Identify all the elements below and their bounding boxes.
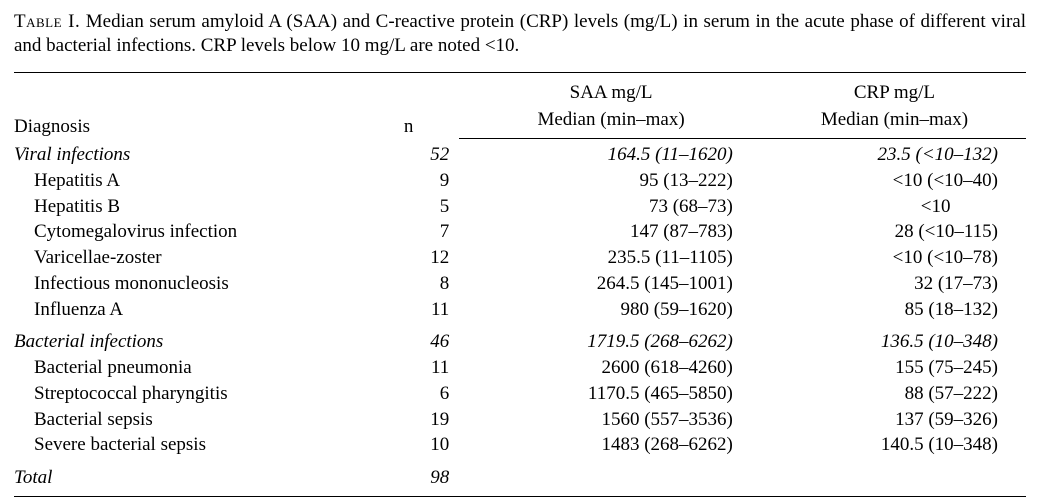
cell-crp: 23.5 (<10–132): [763, 139, 1026, 168]
cell-diagnosis: Cytomegalovirus infection: [14, 219, 358, 245]
table-body: Viral infections52164.5 (11–1620)23.5 (<…: [14, 139, 1026, 497]
cell-saa: 73 (68–73): [459, 194, 763, 220]
cell-diagnosis: Streptococcal pharyngitis: [14, 381, 358, 407]
cell-diagnosis: Bacterial sepsis: [14, 407, 358, 433]
table-row: Hepatitis B573 (68–73)<10: [14, 194, 1026, 220]
table-row: Infectious mononucleosis8264.5 (145–1001…: [14, 271, 1026, 297]
cell-saa: 235.5 (11–1105): [459, 245, 763, 271]
cell-n: 7: [358, 219, 459, 245]
table-row: Bacterial infections461719.5 (268–6262)1…: [14, 322, 1026, 355]
cell-saa: 147 (87–783): [459, 219, 763, 245]
cell-crp: <10 (<10–78): [763, 245, 1026, 271]
col-header-saa-unit: SAA mg/L: [459, 77, 763, 105]
cell-n: 46: [358, 322, 459, 355]
table-caption: Table I. Median serum amyloid A (SAA) an…: [14, 10, 1026, 58]
cell-n: 98: [358, 458, 459, 496]
cell-n: 12: [358, 245, 459, 271]
table-row: Bacterial pneumonia112600 (618–4260)155 …: [14, 355, 1026, 381]
cell-n: 9: [358, 168, 459, 194]
cell-crp: <10 (<10–40): [763, 168, 1026, 194]
cell-crp: 88 (57–222): [763, 381, 1026, 407]
cell-saa: 1170.5 (465–5850): [459, 381, 763, 407]
table-row: Bacterial sepsis191560 (557–3536)137 (59…: [14, 407, 1026, 433]
cell-diagnosis: Infectious mononucleosis: [14, 271, 358, 297]
cell-n: 6: [358, 381, 459, 407]
cell-diagnosis: Influenza A: [14, 297, 358, 323]
table-row: Streptococcal pharyngitis61170.5 (465–58…: [14, 381, 1026, 407]
table-row: Influenza A11980 (59–1620)85 (18–132): [14, 297, 1026, 323]
col-header-saa-stat: Median (min–max): [459, 104, 763, 138]
cell-diagnosis: Hepatitis B: [14, 194, 358, 220]
cell-n: 11: [358, 355, 459, 381]
cell-crp: 28 (<10–115): [763, 219, 1026, 245]
cell-diagnosis: Total: [14, 458, 358, 496]
cell-n: 11: [358, 297, 459, 323]
table-row: Total98: [14, 458, 1026, 496]
cell-saa: 1560 (557–3536): [459, 407, 763, 433]
col-header-n: n: [358, 77, 459, 139]
col-header-diagnosis: Diagnosis: [14, 77, 358, 139]
table-row: Varicellae-zoster12235.5 (11–1105)<10 (<…: [14, 245, 1026, 271]
cell-crp: 85 (18–132): [763, 297, 1026, 323]
cell-saa: 2600 (618–4260): [459, 355, 763, 381]
cell-crp: <10: [763, 194, 1026, 220]
col-header-crp-stat: Median (min–max): [763, 104, 1026, 138]
table-row: Cytomegalovirus infection7147 (87–783)28…: [14, 219, 1026, 245]
cell-n: 19: [358, 407, 459, 433]
col-header-crp-unit: CRP mg/L: [763, 77, 1026, 105]
cell-saa: 1483 (268–6262): [459, 432, 763, 458]
table-label: Table I.: [14, 11, 80, 32]
cell-diagnosis: Varicellae-zoster: [14, 245, 358, 271]
cell-n: 52: [358, 139, 459, 168]
table-figure: Table I. Median serum amyloid A (SAA) an…: [0, 0, 1040, 500]
table-row: Severe bacterial sepsis101483 (268–6262)…: [14, 432, 1026, 458]
cell-n: 8: [358, 271, 459, 297]
cell-crp: 136.5 (10–348): [763, 322, 1026, 355]
cell-saa: 164.5 (11–1620): [459, 139, 763, 168]
cell-diagnosis: Hepatitis A: [14, 168, 358, 194]
table-caption-text: Median serum amyloid A (SAA) and C-react…: [14, 11, 1026, 56]
cell-crp: [763, 458, 1026, 496]
cell-saa: 264.5 (145–1001): [459, 271, 763, 297]
cell-n: 10: [358, 432, 459, 458]
cell-saa: 980 (59–1620): [459, 297, 763, 323]
cell-saa: [459, 458, 763, 496]
cell-saa: 95 (13–222): [459, 168, 763, 194]
cell-crp: 155 (75–245): [763, 355, 1026, 381]
table-row: Viral infections52164.5 (11–1620)23.5 (<…: [14, 139, 1026, 168]
cell-diagnosis: Bacterial infections: [14, 322, 358, 355]
cell-crp: 137 (59–326): [763, 407, 1026, 433]
data-table: Diagnosis n SAA mg/L CRP mg/L Median (mi…: [14, 72, 1026, 497]
table-row: Hepatitis A995 (13–222)<10 (<10–40): [14, 168, 1026, 194]
cell-n: 5: [358, 194, 459, 220]
cell-crp: 32 (17–73): [763, 271, 1026, 297]
cell-diagnosis: Severe bacterial sepsis: [14, 432, 358, 458]
cell-crp: 140.5 (10–348): [763, 432, 1026, 458]
cell-diagnosis: Bacterial pneumonia: [14, 355, 358, 381]
cell-diagnosis: Viral infections: [14, 139, 358, 168]
cell-saa: 1719.5 (268–6262): [459, 322, 763, 355]
